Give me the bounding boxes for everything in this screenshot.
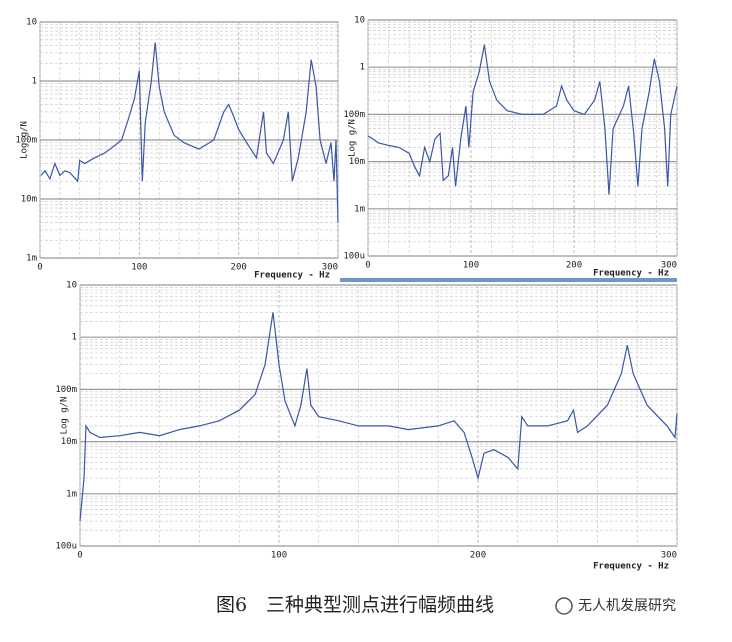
- x-tick-label: 100: [463, 261, 479, 271]
- x-tick-label: 100: [131, 263, 147, 273]
- y-tick-label: 100u: [55, 542, 77, 552]
- separator: [340, 278, 677, 282]
- x-tick-label: 0: [77, 551, 82, 561]
- y-tick-label: 1: [32, 77, 37, 87]
- x-axis-label: Frequency - Hz: [593, 269, 669, 279]
- data-line: [40, 42, 339, 223]
- x-tick-label: 300: [322, 263, 338, 273]
- y-tick-label: 1m: [354, 204, 365, 214]
- x-tick-label: 0: [365, 261, 370, 271]
- y-tick-label: 100m: [15, 136, 37, 146]
- y-tick-label: 10m: [61, 437, 77, 447]
- plot-area: [79, 284, 678, 547]
- x-tick-label: 200: [231, 263, 247, 273]
- x-tick-label: 200: [470, 551, 486, 561]
- data-line: [79, 312, 678, 522]
- y-tick-label: 10: [66, 281, 77, 291]
- y-tick-label: 1m: [66, 489, 77, 499]
- x-tick-label: 300: [661, 551, 677, 561]
- y-tick-label: 10: [354, 16, 365, 26]
- y-tick-label: 10m: [21, 195, 37, 205]
- y-tick-label: 1: [360, 63, 365, 73]
- x-tick-label: 300: [661, 261, 677, 271]
- caption: 图6 三种典型测点进行幅频曲线: [216, 594, 494, 616]
- y-tick-label: 10m: [349, 157, 365, 167]
- x-tick-label: 200: [566, 261, 582, 271]
- watermark: 无人机发展研究: [578, 598, 676, 614]
- x-tick-label: 0: [37, 263, 42, 273]
- y-tick-label: 100m: [343, 110, 365, 120]
- y-tick-label: 100u: [343, 252, 365, 262]
- y-tick-label: 10: [26, 18, 37, 28]
- y-axis-label: Log g/N: [348, 119, 358, 157]
- x-tick-label: 100: [271, 551, 287, 561]
- data-line: [367, 44, 678, 195]
- y-axis-label: Log g/N: [60, 397, 70, 435]
- x-axis-label: Frequency - Hz: [254, 271, 330, 281]
- y-tick-label: 100m: [55, 385, 77, 395]
- x-axis-label: Frequency - Hz: [593, 562, 669, 572]
- watermark-icon: [555, 597, 573, 615]
- plot-area: [367, 19, 678, 257]
- y-tick-label: 1m: [26, 254, 37, 264]
- y-tick-label: 1: [72, 333, 77, 343]
- y-axis-label: Log g/N: [20, 121, 30, 159]
